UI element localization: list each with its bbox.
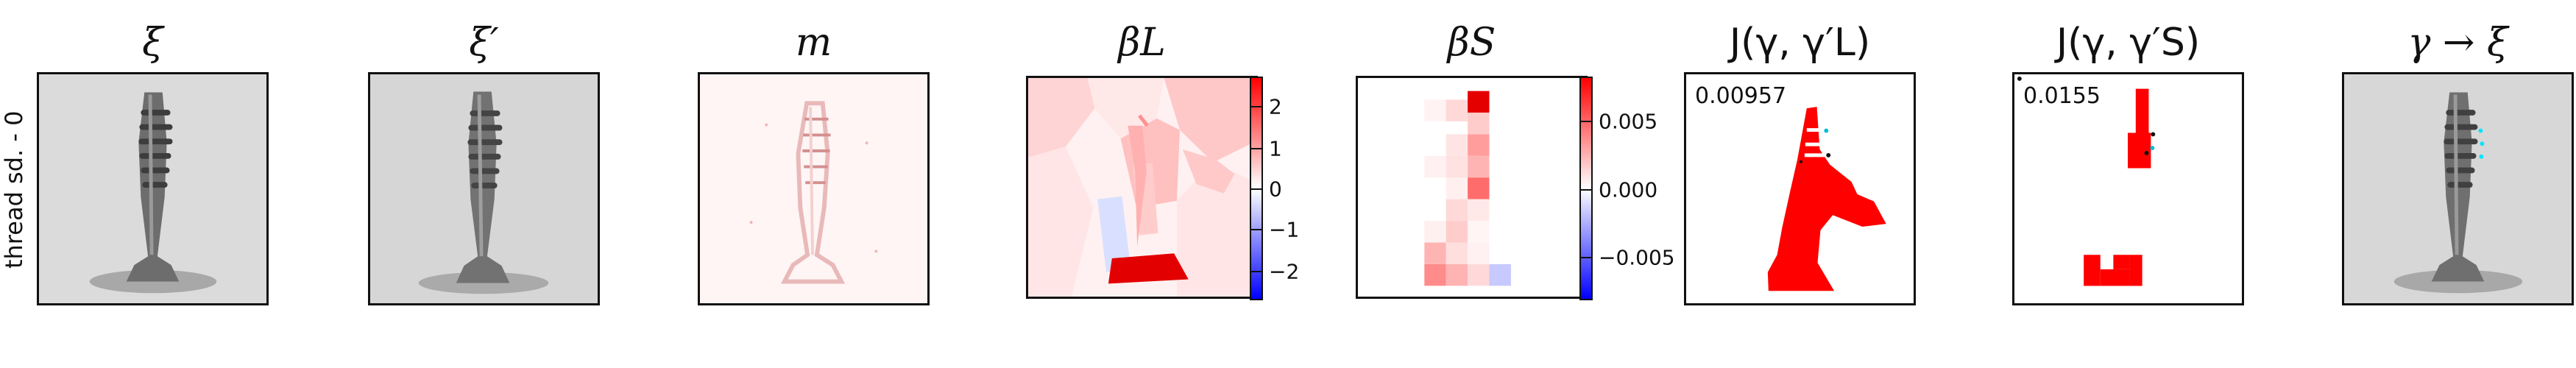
panel-m — [698, 72, 930, 305]
panel-j-s: 0.0155 — [2012, 72, 2244, 305]
panel-gamma-to-xi — [2342, 72, 2574, 305]
panel-j-l: 0.00957 — [1684, 72, 1916, 305]
colorbar-beta-s-tick — [1581, 121, 1593, 122]
colorbar-beta-l-label-1: 1 — [1269, 136, 1282, 161]
colorbar-beta-l-tick — [1251, 271, 1263, 272]
image-j-l — [1686, 74, 1914, 303]
panel-xi — [37, 72, 269, 305]
colorbar-beta-l-tick — [1251, 106, 1263, 107]
panel-xi-prime — [368, 72, 600, 305]
colorbar-beta-l-ticks: 2 1 0 −1 −2 — [1251, 78, 1347, 299]
colorbar-beta-l-tick — [1251, 148, 1263, 149]
title-gamma-to-xi: γ → ξ — [2407, 21, 2508, 65]
title-xi: ξ — [142, 21, 163, 65]
colorbar-beta-s-tick — [1581, 189, 1593, 191]
colorbar-beta-l-label-0: 0 — [1269, 177, 1282, 202]
panel-beta-l — [1026, 76, 1258, 299]
panel-beta-s — [1356, 76, 1588, 299]
image-beta-s — [1358, 78, 1585, 297]
colorbar-beta-s-label-zero: 0.000 — [1599, 177, 1658, 202]
title-beta-s: βS — [1447, 21, 1496, 65]
colorbar-beta-s: 0.005 0.000 −0.005 — [1579, 77, 1675, 300]
colorbar-beta-s-label-neg: −0.005 — [1599, 245, 1675, 270]
title-beta-l: βL — [1118, 21, 1166, 65]
image-beta-l — [1028, 78, 1256, 297]
image-m — [700, 74, 927, 303]
title-m: m — [795, 21, 832, 65]
title-j-l: J(γ, γ′L) — [1729, 21, 1871, 65]
title-j-s: J(γ, γ′S) — [2056, 21, 2201, 65]
row-label: thread sd. - 0 — [0, 110, 28, 269]
colorbar-beta-l-tick — [1251, 188, 1263, 190]
score-j-s: 0.0155 — [2023, 83, 2101, 109]
colorbar-beta-l: 2 1 0 −1 −2 — [1250, 77, 1299, 300]
colorbar-beta-l-label-neg2: −2 — [1269, 259, 1300, 284]
image-gamma-to-xi — [2344, 74, 2572, 303]
colorbar-beta-l-label-neg1: −1 — [1269, 217, 1300, 242]
colorbar-beta-l-label-2: 2 — [1269, 94, 1282, 119]
image-j-s — [2014, 74, 2242, 303]
score-j-l: 0.00957 — [1695, 83, 1787, 109]
colorbar-beta-s-label-pos: 0.005 — [1599, 109, 1658, 134]
colorbar-beta-l-tick — [1251, 229, 1263, 230]
image-xi — [39, 74, 266, 303]
colorbar-beta-s-ticks: 0.005 0.000 −0.005 — [1581, 78, 1677, 299]
title-xi-prime: ξ′ — [469, 21, 499, 65]
colorbar-beta-s-tick — [1581, 257, 1593, 258]
image-xi-prime — [370, 74, 598, 303]
